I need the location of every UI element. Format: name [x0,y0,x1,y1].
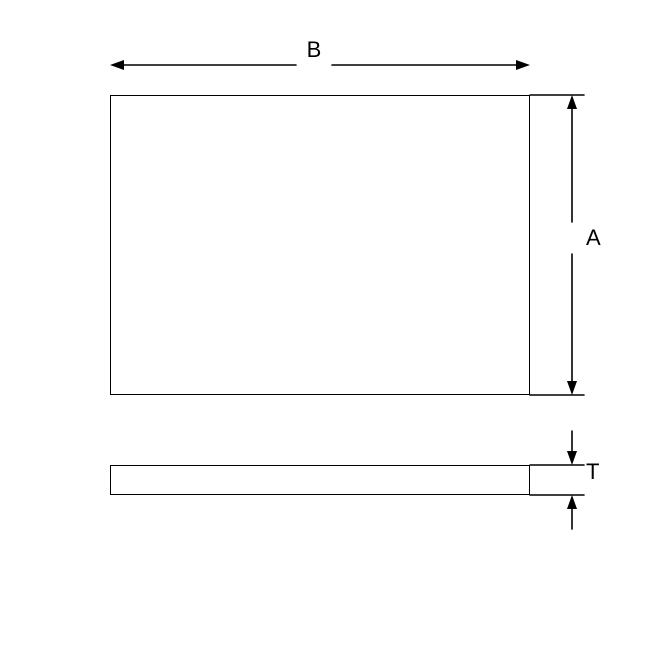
dimension-lines [0,0,670,670]
diagram-stage: B A T [0,0,670,670]
